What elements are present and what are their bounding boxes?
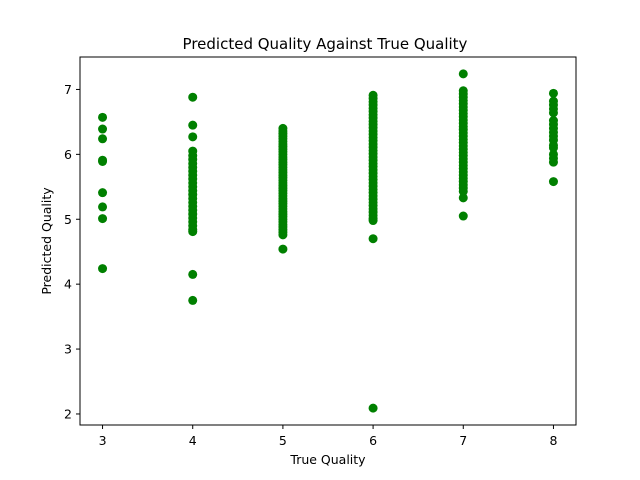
scatter-point: [98, 264, 108, 274]
scatter-point: [188, 295, 198, 305]
scatter-point: [368, 234, 378, 244]
y-tick-label: 4: [64, 277, 72, 292]
scatter-point: [458, 193, 468, 203]
scatter-point: [188, 227, 198, 237]
y-tick-label: 6: [64, 147, 72, 162]
scatter-point: [368, 216, 378, 226]
y-tick-label: 3: [64, 342, 72, 357]
scatter-point: [98, 134, 108, 144]
scatter-point: [188, 92, 198, 102]
scatter-point: [98, 202, 108, 212]
scatter-point: [98, 156, 108, 166]
scatter-point: [548, 177, 558, 187]
y-tick-label: 2: [64, 406, 72, 421]
x-tick-label: 4: [189, 433, 197, 448]
scatter-point: [458, 69, 468, 79]
x-axis-label: True Quality: [289, 452, 366, 467]
chart-title: Predicted Quality Against True Quality: [183, 35, 468, 53]
scatter-point: [188, 269, 198, 279]
scatter-point: [458, 186, 468, 196]
x-tick-label: 7: [459, 433, 467, 448]
axes-frame: [79, 56, 577, 426]
scatter-point: [278, 230, 288, 240]
scatter-point: [188, 120, 198, 130]
scatter-point: [548, 143, 558, 153]
scatter-point: [278, 244, 288, 254]
scatter-point: [548, 88, 558, 98]
x-tick-label: 5: [279, 433, 287, 448]
scatter-point: [368, 403, 378, 413]
points-layer: [98, 69, 558, 413]
scatter-point: [98, 112, 108, 122]
scatter-point: [548, 108, 558, 118]
scatter-point: [98, 188, 108, 198]
scatter-point: [188, 132, 198, 142]
scatter-point: [98, 124, 108, 134]
y-tick-label: 5: [64, 212, 72, 227]
x-tick-label: 6: [369, 433, 377, 448]
ticks-layer: 3 4 5 6 7 8 2 3 4 5 6 7: [64, 82, 557, 448]
y-axis-label: Predicted Quality: [39, 187, 54, 295]
scatter-point: [458, 211, 468, 221]
x-tick-label: 3: [99, 433, 107, 448]
y-tick-label: 7: [64, 82, 72, 97]
scatter-point: [548, 157, 558, 167]
x-tick-label: 8: [549, 433, 557, 448]
scatter-point: [98, 214, 108, 224]
